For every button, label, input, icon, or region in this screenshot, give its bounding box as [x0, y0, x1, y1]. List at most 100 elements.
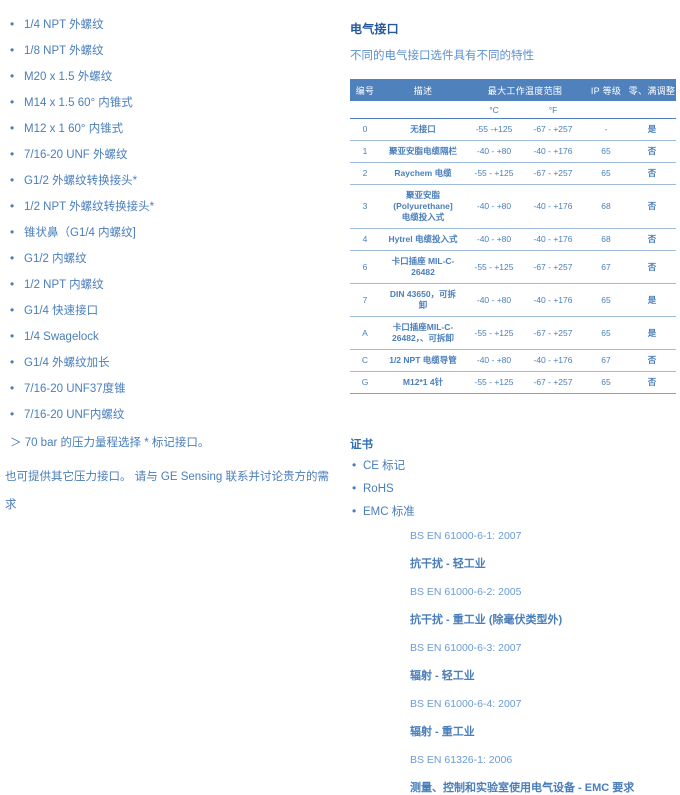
certificate-label: CE 标记 — [363, 460, 406, 472]
cell-description: 卡口插座 MIL-C- 26482 — [380, 250, 466, 284]
cell-temp-f: -67 - +257 — [522, 118, 584, 141]
table-row: 1 聚亚安脂电缆隔栏 -40 - +80 -40 - +176 65 否 — [350, 140, 676, 163]
cell-zero-span: 否 — [628, 349, 676, 372]
pressure-port-item: M20 x 1.5 外螺纹 — [8, 70, 340, 84]
cell-no: 0 — [350, 118, 380, 141]
cell-ip-rating: 65 — [584, 371, 628, 394]
pressure-port-item: 1/8 NPT 外螺纹 — [8, 44, 340, 58]
table-header-row-main: 编号 描述 最大工作温度范围 IP 等级 零、满调整 — [350, 79, 676, 101]
table-head: 编号 描述 最大工作温度范围 IP 等级 零、满调整 °C °F — [350, 79, 676, 119]
col-header-adjust: 零、满调整 — [628, 79, 676, 101]
cell-zero-span: 否 — [628, 140, 676, 163]
unit-header-celsius: °C — [466, 101, 522, 119]
cell-ip-rating: 65 — [584, 162, 628, 185]
emc-standard-code: BS EN 61000-6-2: 2005 — [410, 586, 522, 598]
cell-zero-span: 是 — [628, 283, 676, 317]
emc-standard-code: BS EN 61326-1: 2006 — [410, 754, 513, 766]
cell-zero-span: 否 — [628, 184, 676, 229]
cell-temp-c: -55 - +125 — [466, 371, 522, 394]
section-title-electrical: 电气接口 — [350, 22, 399, 36]
cell-ip-rating: 65 — [584, 316, 628, 350]
cell-no: 6 — [350, 250, 380, 284]
unit-header-fahrenheit: °F — [522, 101, 584, 119]
cell-zero-span: 否 — [628, 162, 676, 185]
certificates-list: CE 标记 RoHS EMC 标准 BS EN 61000-6-1: 2007 抗干扰 … — [350, 452, 680, 795]
pressure-port-item: G1/2 外螺纹转换接头* — [8, 174, 340, 188]
cell-temp-f: -67 - +257 — [522, 316, 584, 350]
unit-header-blank-ip — [584, 101, 628, 119]
cell-description: Raychem 电缆 — [380, 162, 466, 185]
cell-temp-c: -55 -+125 — [466, 118, 522, 141]
table-row: C 1/2 NPT 电缆导管 -40 - +80 -40 - +176 67 否 — [350, 349, 676, 372]
cell-description: 聚亚安脂电缆隔栏 — [380, 140, 466, 163]
cell-zero-span: 否 — [628, 371, 676, 394]
table-body: 0 无接口 -55 -+125 -67 - +257- 是 1 聚亚安脂电缆隔栏 -40 - … — [350, 118, 676, 394]
pressure-port-item: 1/4 NPT 外螺纹 — [8, 18, 340, 32]
emc-standard-code: BS EN 61000-6-3: 2007 — [410, 642, 522, 654]
cell-temp-f: -40 - +176 — [522, 283, 584, 317]
cell-no: 2 — [350, 162, 380, 185]
certificate-label: RoHS — [363, 483, 394, 495]
pressure-port-item: M14 x 1.5 60° 内锥式 — [8, 96, 340, 110]
cell-no: G — [350, 371, 380, 394]
cell-no: 1 — [350, 140, 380, 163]
col-header-ip: IP 等级 — [584, 79, 628, 101]
cell-zero-span: 否 — [628, 250, 676, 284]
cell-zero-span: 否 — [628, 228, 676, 251]
pressure-ports-list: 1/4 NPT 外螺纹 1/8 NPT 外螺纹 M20 x 1.5 外螺纹 M14 x… — [0, 0, 340, 422]
table-row: 7 DIN 43650，可拆卸 -40 - +80 -40 - +176 65 是 — [350, 283, 676, 317]
electrical-connections-column: 电气接口 不同的电气接口选件具有不同的特性 编号 描述 最大工作温度范围 IP … — [350, 0, 680, 794]
cell-ip-rating: 67 — [584, 349, 628, 372]
pressure-port-item: G1/2 内螺纹 — [8, 252, 340, 266]
electrical-connections-table: 编号 描述 最大工作温度范围 IP 等级 零、满调整 °C °F 0 无接口 -55… — [350, 79, 676, 394]
cell-description: 聚亚安脂 (Polyurethane] 电缆投入式 — [380, 184, 466, 229]
cell-no: 4 — [350, 228, 380, 251]
unit-header-blank-no — [350, 101, 380, 119]
table-row: A 卡口插座MIL-C- 26482，、可拆卸 -55 - +125 -67 - +25… — [350, 316, 676, 350]
emc-standard-description: 测量、控制和实验室使用电气设备 - EMC 要求 — [410, 782, 635, 794]
cell-zero-span: 是 — [628, 118, 676, 141]
cell-temp-c: -55 - +125 — [466, 316, 522, 350]
unit-header-blank-desc — [380, 101, 466, 119]
cell-temp-c: -55 - +125 — [466, 250, 522, 284]
cell-temp-f: -40 - +176 — [522, 228, 584, 251]
cell-no: 3 — [350, 184, 380, 229]
cell-temp-c: -40 - +80 — [466, 140, 522, 163]
pressure-port-item: M12 x 1 60° 内锥式 — [8, 122, 340, 136]
cell-temp-f: -67 - +257 — [522, 162, 584, 185]
table-row: 6 卡口插座 MIL-C- 26482 -55 - +125 -67 - +257 67 否 — [350, 250, 676, 284]
col-header-desc: 描述 — [380, 79, 466, 101]
col-header-temp-range: 最大工作温度范围 — [466, 79, 584, 101]
pressure-port-item: 7/16-20 UNF内螺纹 — [8, 408, 340, 422]
table-row: 0 无接口 -55 -+125 -67 - +257- 是 — [350, 118, 676, 141]
certificate-item: CE 标记 — [352, 459, 680, 473]
cell-temp-c: -55 - +125 — [466, 162, 522, 185]
cell-description: Hytrel 电缆投入式 — [380, 228, 466, 251]
cell-temp-f: -67 - +257 — [522, 371, 584, 394]
pressure-port-item: 1/2 NPT 内螺纹 — [8, 278, 340, 292]
cell-temp-f: -40 - +176 — [522, 184, 584, 229]
cell-ip-rating: 65 — [584, 283, 628, 317]
cell-description: 卡口插座MIL-C- 26482，、可拆卸 — [380, 316, 466, 350]
cell-ip-rating: 68 — [584, 228, 628, 251]
cell-no: C — [350, 349, 380, 372]
cell-ip-rating: - — [584, 118, 628, 141]
pressure-port-item: 7/16-20 UNF37度锥 — [8, 382, 340, 396]
table-row: G M12*1 4针 -55 - +125 -67 - +257 65 否 — [350, 371, 676, 394]
section-subtitle-electrical: 不同的电气接口选件具有不同的特性 — [350, 50, 534, 62]
pressure-port-item: 1/2 NPT 外螺纹转换接头* — [8, 200, 340, 214]
cell-temp-f: -40 - +176 — [522, 140, 584, 163]
certificate-label: EMC 标准 — [363, 506, 415, 518]
table-row: 3 聚亚安脂 (Polyurethane] 电缆投入式 -40 - +80 -40 - +… — [350, 184, 676, 229]
unit-header-blank-adj — [628, 101, 676, 119]
cell-ip-rating: 65 — [584, 140, 628, 163]
cell-description: DIN 43650，可拆卸 — [380, 283, 466, 317]
cell-ip-rating: 68 — [584, 184, 628, 229]
col-header-no: 编号 — [350, 79, 380, 101]
certificates-title: 证书 — [350, 439, 373, 451]
pressure-port-item: 锥状鼻（G1/4 内螺纹] — [8, 226, 340, 240]
pressure-port-item: G1/4 快速接口 — [8, 304, 340, 318]
cell-temp-c: -40 - +80 — [466, 228, 522, 251]
pressure-port-contact-note: 也可提供其它压力接口。 请与 GE Sensing 联系并讨论贵方的需求 — [5, 471, 329, 511]
